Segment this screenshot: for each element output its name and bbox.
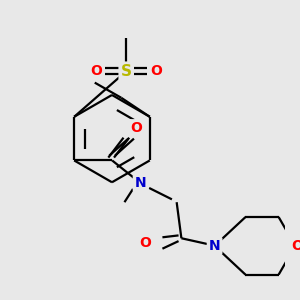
Text: N: N [135, 176, 146, 190]
Text: S: S [121, 64, 132, 79]
Text: O: O [151, 64, 163, 78]
Text: N: N [209, 239, 220, 253]
Text: O: O [291, 239, 300, 253]
Text: O: O [140, 236, 151, 250]
Text: O: O [130, 121, 142, 135]
Text: O: O [90, 64, 102, 78]
